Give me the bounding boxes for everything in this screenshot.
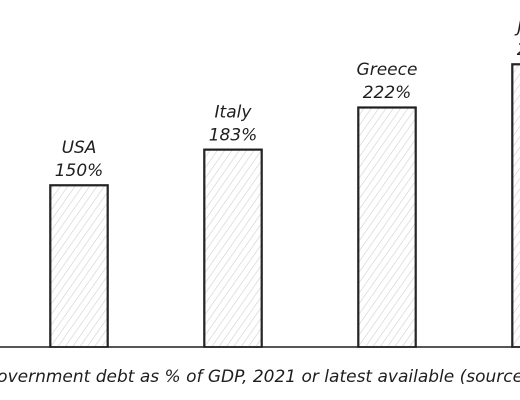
bar-usa [49, 184, 109, 348]
bar-outline-japan [512, 64, 520, 348]
value-label-greece: 222% [363, 83, 412, 103]
value-label-japan: 262% [517, 40, 520, 60]
bar-greece [357, 106, 417, 348]
bars-group: USA 150% Italy 183% Greece 222% Japan 262% [0, 17, 520, 348]
bar-italy [203, 148, 263, 348]
category-label-japan: Japan [514, 17, 520, 37]
value-label-italy: 183% [209, 125, 258, 145]
category-label-italy: Italy [215, 102, 253, 122]
category-label-usa: USA [62, 138, 97, 158]
category-label-greece: Greece [357, 60, 418, 80]
chart-caption: Government debt as % of GDP, 2021 or lat… [0, 367, 520, 387]
value-label-usa: 150% [55, 161, 104, 181]
bar-japan [511, 63, 520, 348]
